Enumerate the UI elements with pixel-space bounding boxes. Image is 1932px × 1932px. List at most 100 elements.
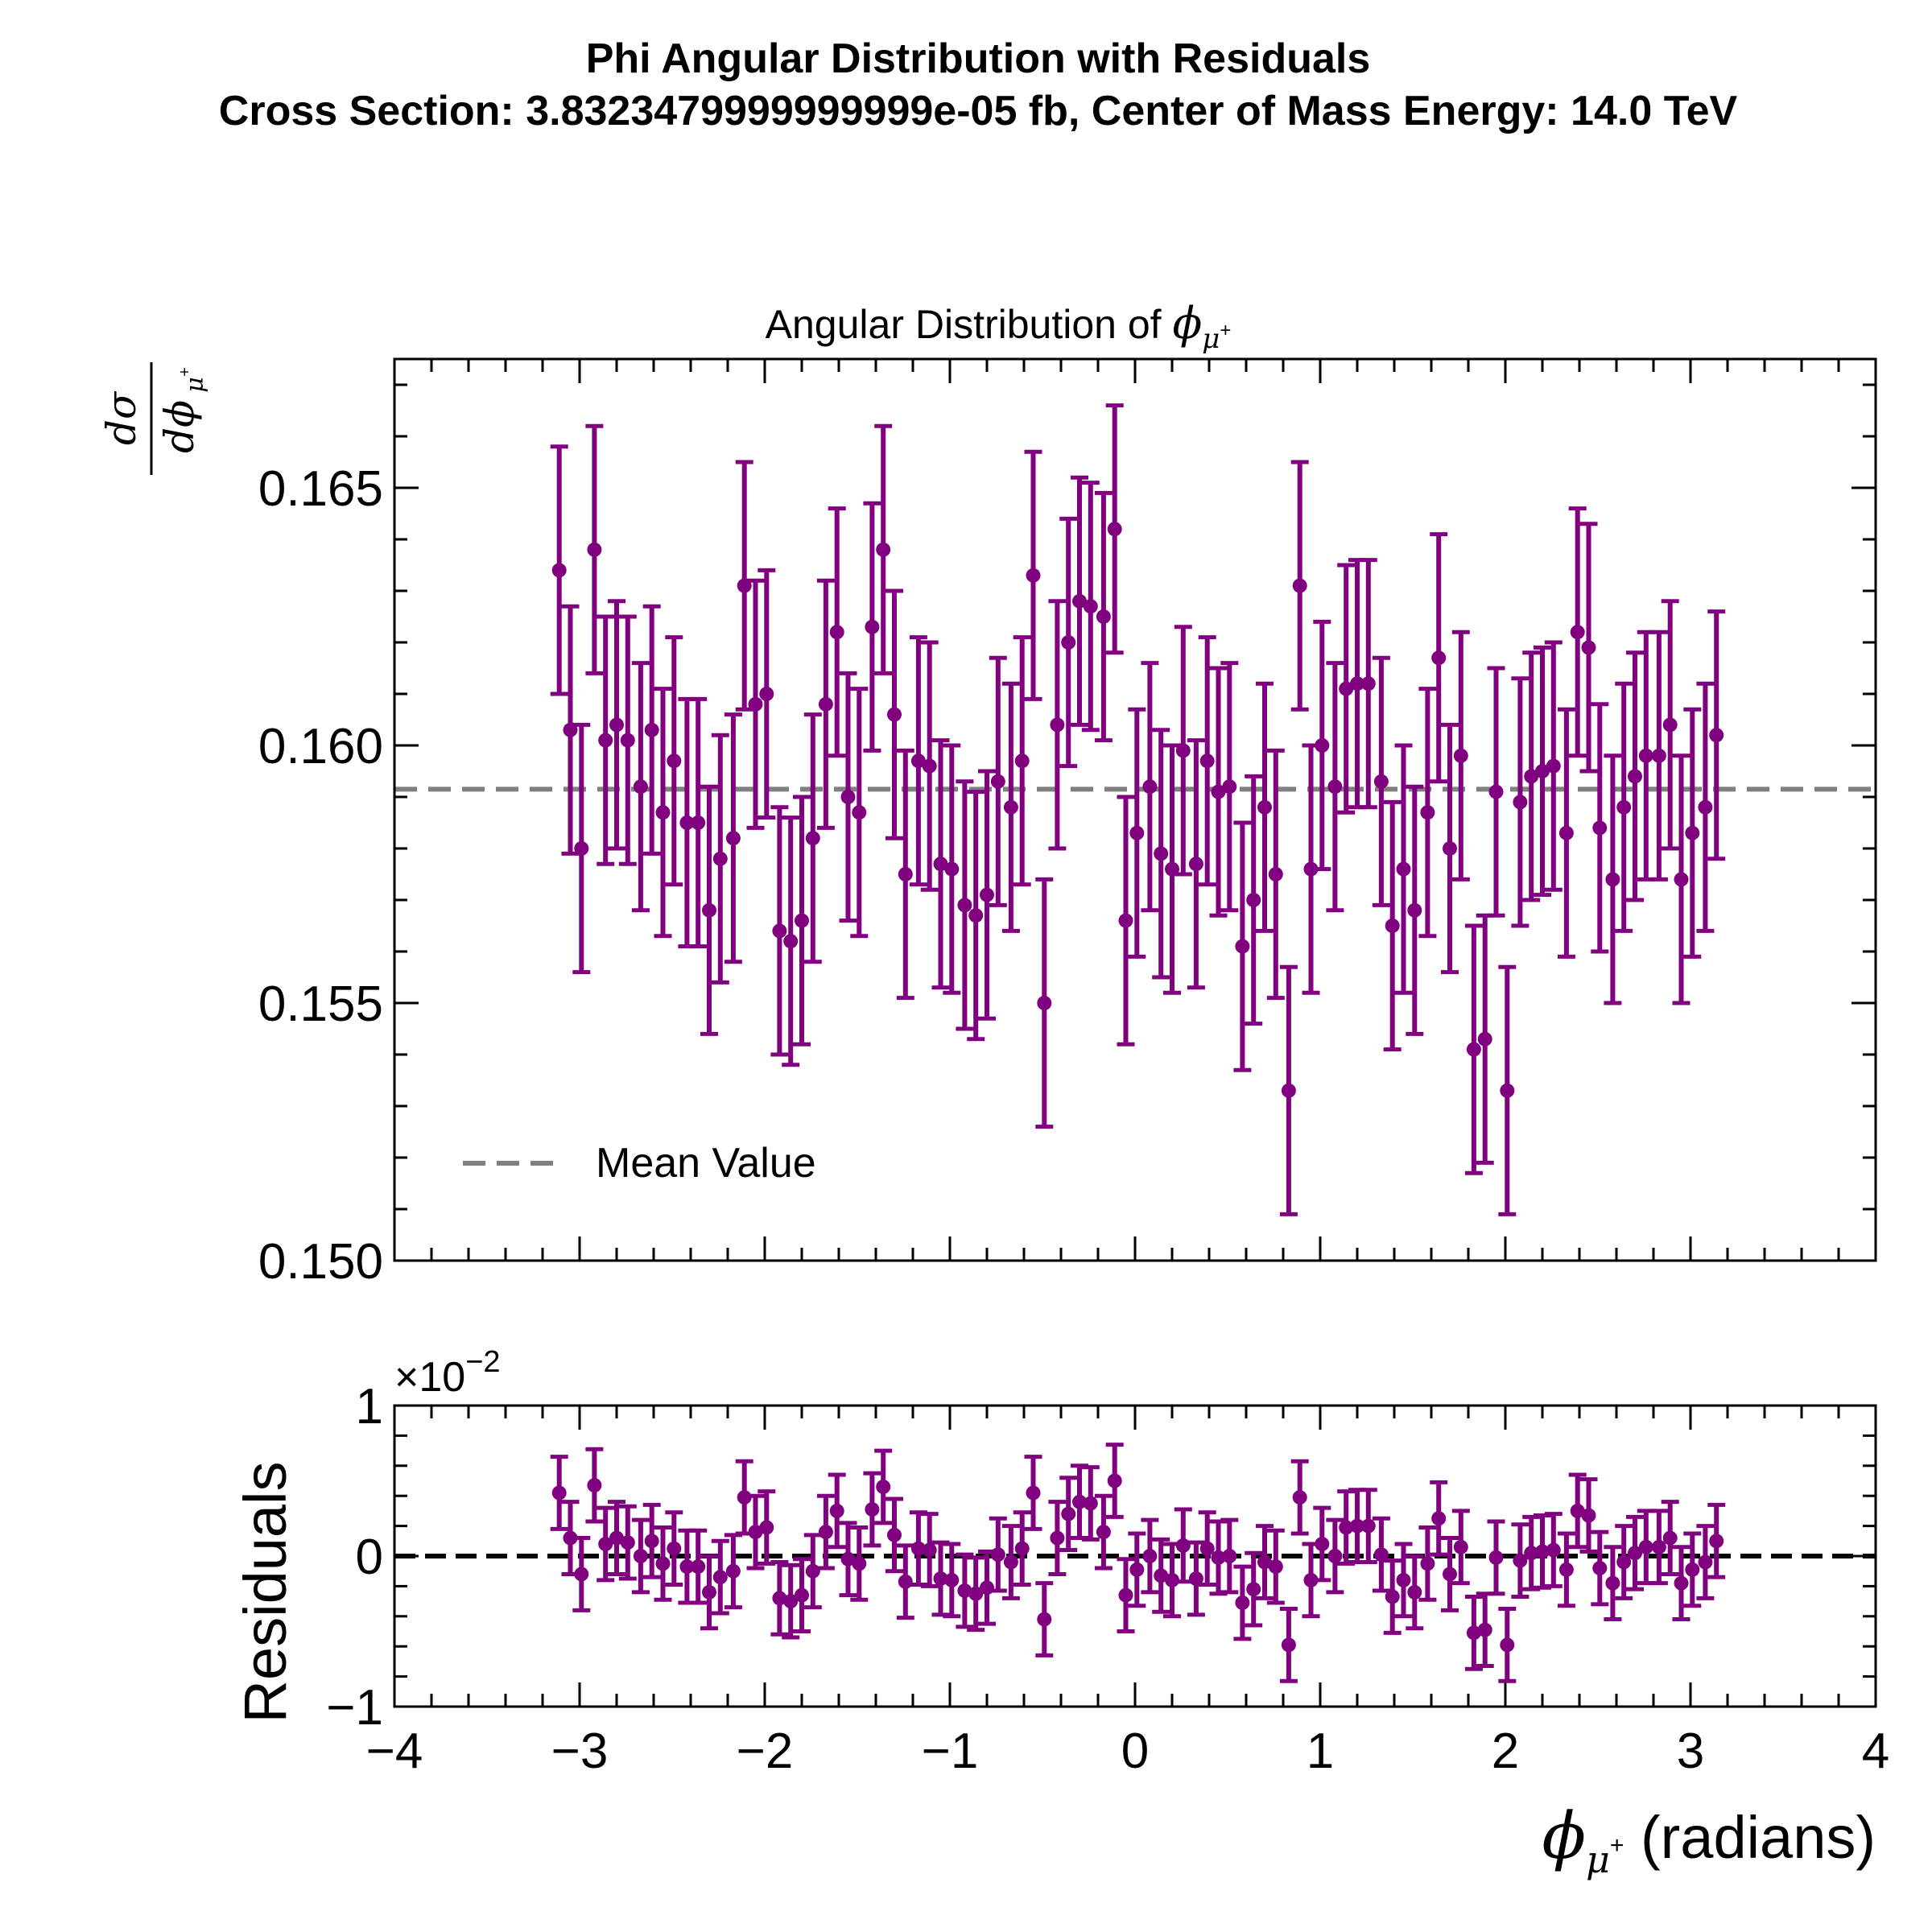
data-point bbox=[1466, 1625, 1481, 1641]
data-point bbox=[1385, 919, 1400, 933]
data-point bbox=[1500, 1083, 1515, 1098]
data-point bbox=[748, 1525, 763, 1540]
data-point bbox=[1246, 893, 1261, 907]
data-point bbox=[1211, 1550, 1226, 1565]
data-point bbox=[1431, 1511, 1447, 1526]
data-point bbox=[759, 687, 774, 701]
data-point bbox=[898, 1574, 913, 1589]
data-point bbox=[1420, 805, 1435, 820]
data-point bbox=[1096, 1525, 1111, 1540]
data-point bbox=[1638, 1539, 1653, 1554]
data-point bbox=[1327, 779, 1343, 795]
figure-title: Phi Angular Distribution with Residuals bbox=[586, 35, 1371, 82]
bottom-panel: −1 0 1 −4 −3 −2 −1 0 1 2 3 4 ×10−2 Residuals ϕμ+ (… bbox=[232, 1345, 1889, 1881]
data-point bbox=[1616, 799, 1632, 815]
ytick-label: 0.155 bbox=[258, 976, 383, 1032]
data-point bbox=[1350, 676, 1364, 691]
data-point bbox=[933, 1571, 948, 1587]
svg-text:μ: μ bbox=[181, 377, 209, 393]
svg-text:dϕ: dϕ bbox=[156, 400, 203, 453]
data-point bbox=[1420, 1556, 1435, 1571]
data-point bbox=[805, 1563, 820, 1579]
data-point bbox=[1558, 825, 1574, 840]
data-point bbox=[1175, 1538, 1191, 1553]
data-point bbox=[1466, 1042, 1481, 1057]
data-point bbox=[1535, 764, 1550, 778]
bottom-panel-ticks bbox=[393, 1404, 1877, 1708]
data-point bbox=[1026, 1485, 1041, 1501]
data-point bbox=[865, 1502, 880, 1517]
data-point bbox=[1292, 1490, 1307, 1505]
data-point bbox=[1199, 1541, 1215, 1556]
data-point bbox=[1698, 1554, 1713, 1570]
data-point bbox=[818, 1525, 833, 1540]
data-point bbox=[609, 717, 624, 733]
data-point bbox=[829, 625, 844, 640]
data-point bbox=[633, 1549, 648, 1563]
data-point bbox=[1488, 784, 1504, 799]
ytick-label: 0.160 bbox=[258, 719, 383, 774]
data-point bbox=[598, 1537, 613, 1552]
bottom-panel-frame bbox=[393, 1404, 1877, 1708]
data-point bbox=[574, 841, 589, 856]
data-point bbox=[1698, 799, 1713, 815]
data-point bbox=[1303, 1572, 1319, 1587]
ytick-label: 0.165 bbox=[258, 461, 383, 517]
data-point bbox=[1651, 748, 1666, 763]
data-point bbox=[818, 696, 833, 712]
data-point bbox=[1096, 609, 1111, 624]
offset-text: ×10−2 bbox=[394, 1345, 501, 1401]
data-point bbox=[748, 696, 763, 712]
data-point bbox=[990, 1547, 1005, 1563]
data-point bbox=[1581, 1508, 1596, 1523]
data-point bbox=[1072, 1494, 1087, 1509]
data-point bbox=[725, 831, 741, 846]
svg-text:dσ: dσ bbox=[98, 390, 145, 445]
xtick-label: 4 bbox=[1862, 1724, 1889, 1779]
data-point bbox=[712, 851, 728, 866]
data-point bbox=[1685, 1562, 1700, 1577]
data-point bbox=[1581, 640, 1596, 655]
data-point bbox=[1118, 913, 1133, 928]
data-point bbox=[1061, 635, 1076, 650]
data-point bbox=[1315, 738, 1330, 753]
data-point bbox=[1431, 650, 1447, 666]
data-point bbox=[1546, 758, 1561, 774]
xtick-label: 2 bbox=[1492, 1724, 1519, 1779]
bottom-panel-ytick-labels: −1 0 1 bbox=[326, 1379, 383, 1736]
data-point bbox=[702, 1584, 716, 1600]
data-point bbox=[990, 774, 1005, 789]
data-point bbox=[1373, 774, 1389, 789]
data-point bbox=[702, 902, 716, 918]
data-point bbox=[1003, 1554, 1018, 1570]
data-point bbox=[1488, 1550, 1504, 1565]
data-point bbox=[1477, 1622, 1492, 1637]
data-point bbox=[609, 1530, 624, 1546]
data-point bbox=[551, 1485, 567, 1501]
data-point bbox=[1118, 1587, 1133, 1603]
data-point bbox=[1477, 1031, 1492, 1046]
data-point bbox=[563, 722, 578, 737]
data-point bbox=[1165, 1572, 1179, 1587]
data-point bbox=[783, 1594, 799, 1609]
data-point bbox=[1037, 1612, 1052, 1627]
data-point bbox=[852, 1556, 867, 1571]
xtick-label: 3 bbox=[1677, 1724, 1704, 1779]
data-point bbox=[1360, 676, 1376, 691]
data-point bbox=[805, 831, 820, 846]
data-point bbox=[1268, 1559, 1283, 1575]
data-point bbox=[1211, 784, 1226, 799]
data-point bbox=[1443, 841, 1457, 856]
data-point bbox=[1513, 1553, 1528, 1568]
data-point bbox=[1662, 717, 1678, 733]
bottom-data-points bbox=[551, 1473, 1724, 1653]
data-point bbox=[1396, 1572, 1411, 1587]
data-point bbox=[1037, 996, 1052, 1010]
data-point bbox=[1281, 1637, 1296, 1653]
data-point bbox=[1257, 799, 1272, 815]
ytick-label: 0 bbox=[356, 1530, 383, 1585]
data-point bbox=[620, 733, 635, 748]
data-point bbox=[795, 1587, 809, 1603]
data-point bbox=[691, 815, 706, 830]
data-point bbox=[1268, 867, 1283, 881]
